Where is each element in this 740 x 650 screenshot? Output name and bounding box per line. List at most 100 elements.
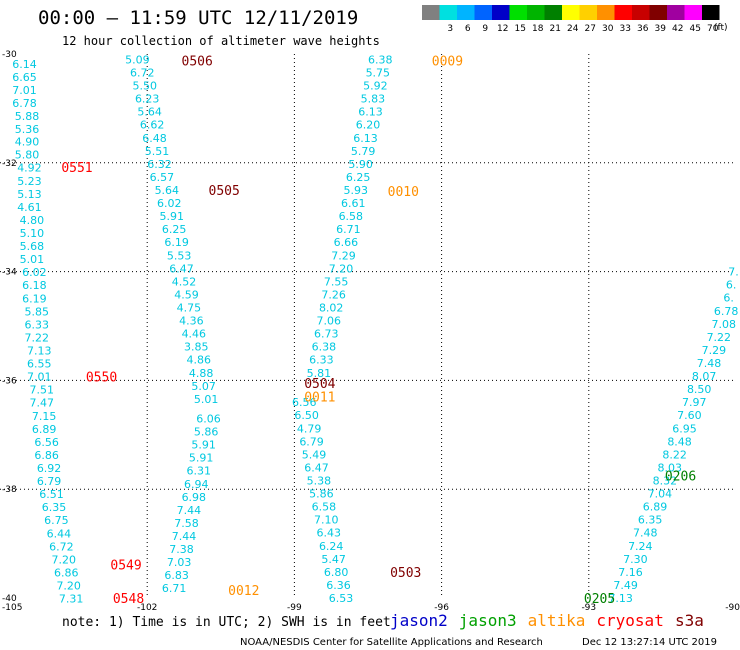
- wave-height-point: 6.31: [186, 465, 211, 478]
- wave-height-point: 5.10: [20, 227, 45, 240]
- color-scale-label: 45: [690, 24, 701, 34]
- wave-height-point: 7.48: [633, 527, 658, 540]
- color-scale-label: 9: [482, 24, 488, 34]
- wave-height-point: 7.06: [316, 315, 341, 328]
- wave-height-point: 6.36: [326, 579, 351, 592]
- wave-height-point: 5.36: [15, 123, 40, 136]
- wave-height-point: 4.88: [189, 367, 214, 380]
- wave-height-point: 4.61: [17, 201, 42, 214]
- wave-height-point: 5.91: [189, 452, 214, 465]
- wave-height-point: 6.25: [346, 171, 371, 184]
- wave-height-point: 6.56: [34, 436, 59, 449]
- pass-time-label: 0551: [61, 161, 92, 176]
- y-tick-label: -36: [2, 376, 17, 386]
- wave-height-point: 7.51: [29, 384, 54, 397]
- wave-height-point: 7.: [728, 266, 739, 279]
- wave-height-point: 5.09: [125, 53, 150, 66]
- satellite-legend: jason2 jason3 altika cryosat s3a: [390, 611, 704, 630]
- color-scale-label: 24: [567, 24, 579, 34]
- pass-time-label: 0205: [584, 592, 615, 607]
- color-swatch: [562, 5, 580, 20]
- wave-height-point: 7.20: [329, 262, 354, 275]
- wave-height-point: 5.93: [343, 184, 368, 197]
- wave-height-point: 7.13: [27, 344, 52, 357]
- color-swatch: [597, 5, 615, 20]
- wave-height-point: 5.79: [351, 145, 376, 158]
- wave-height-point: 6.86: [34, 449, 59, 462]
- wave-height-point: 5.81: [307, 367, 332, 380]
- wave-height-point: 4.46: [182, 328, 207, 341]
- wave-height-point: 7.26: [321, 288, 346, 301]
- wave-height-point: 6.75: [44, 514, 69, 527]
- wave-height-point: 5.38: [307, 474, 332, 487]
- wave-height-point: 5.07: [191, 380, 216, 393]
- wave-height-point: 5.92: [363, 80, 388, 93]
- wave-height-point: 7.22: [707, 331, 732, 344]
- wave-height-point: 7.20: [52, 553, 77, 566]
- wave-height-point: 8.48: [667, 435, 692, 448]
- pass-time-label: 0206: [665, 470, 696, 485]
- color-swatch: [579, 5, 597, 20]
- color-scale-label: 42: [672, 24, 683, 34]
- wave-height-point: 6.83: [164, 569, 189, 582]
- y-tick-label: -40: [2, 594, 17, 604]
- color-swatch: [527, 5, 545, 20]
- wave-height-point: 6.53: [329, 592, 354, 605]
- wave-height-point: 4.75: [177, 302, 202, 315]
- wave-height-point: 7.10: [314, 514, 339, 527]
- wave-height-point: 8.50: [687, 383, 712, 396]
- color-scale-label: 39: [655, 24, 667, 34]
- wave-height-point: 6.32: [147, 158, 172, 171]
- wave-height-point: 6.23: [135, 93, 160, 106]
- color-swatch: [509, 5, 527, 20]
- legend-entry: cryosat: [596, 611, 663, 630]
- wave-height-point: 6.86: [54, 566, 79, 579]
- units-label: (ft): [714, 23, 728, 33]
- wave-height-point: 7.04: [648, 488, 673, 501]
- color-scale-label: 21: [550, 24, 561, 34]
- color-scale-label: 3: [447, 24, 453, 34]
- wave-height-point: 5.83: [361, 93, 386, 106]
- wave-height-point: 7.01: [27, 371, 52, 384]
- wave-height-point: 5.01: [194, 393, 219, 406]
- x-tick-label: -99: [287, 603, 302, 613]
- legend-entry: jason3: [459, 611, 517, 630]
- wave-height-point: 5.49: [302, 448, 327, 461]
- wave-height-point: 6.14: [12, 58, 37, 71]
- wave-height-point: 4.86: [186, 354, 211, 367]
- wave-height-point: 7.30: [623, 553, 648, 566]
- pass-time-label: 0504: [304, 377, 335, 392]
- wave-height-point: 5.64: [137, 106, 162, 119]
- x-tick-label: -96: [434, 603, 449, 613]
- pass-time-label: 0011: [304, 391, 335, 406]
- wave-height-point: 7.20: [56, 579, 81, 592]
- wave-height-point: 4.80: [20, 214, 45, 227]
- wave-height-point: 6.: [723, 292, 734, 305]
- wave-height-point: 6.48: [142, 132, 167, 145]
- wave-height-point: 6.56: [292, 396, 317, 409]
- x-tick-label: -93: [581, 603, 596, 613]
- pass-time-label: 0548: [113, 592, 144, 607]
- wave-height-point: 6.62: [140, 119, 165, 132]
- wave-height-point: 6.51: [39, 488, 64, 501]
- wave-height-point: 5.90: [348, 158, 373, 171]
- wave-height-point: 5.13: [17, 188, 42, 201]
- wave-height-point: 5.47: [321, 553, 346, 566]
- credit-text: NOAA/NESDIS Center for Satellite Applica…: [240, 637, 543, 648]
- wave-height-point: 5.64: [155, 184, 180, 197]
- wave-height-point: 7.24: [628, 540, 653, 553]
- wave-height-point: 7.44: [172, 530, 197, 543]
- wave-height-point: 4.79: [297, 422, 322, 435]
- wave-height-point: 6.47: [169, 262, 194, 275]
- data-points: 6.146.657.016.785.885.364.905.804.925.23…: [12, 53, 739, 605]
- wave-height-point: 4.36: [179, 315, 204, 328]
- wave-height-point: 6.55: [27, 358, 52, 371]
- wave-height-point: 4.90: [15, 136, 40, 149]
- wave-height-point: 5.51: [145, 145, 170, 158]
- wave-height-point: 7.22: [25, 331, 50, 344]
- color-scale-label: 15: [515, 24, 526, 34]
- wave-height-point: 5.01: [20, 253, 45, 266]
- color-swatch: [667, 5, 685, 20]
- wave-height-point: 5.23: [17, 175, 42, 188]
